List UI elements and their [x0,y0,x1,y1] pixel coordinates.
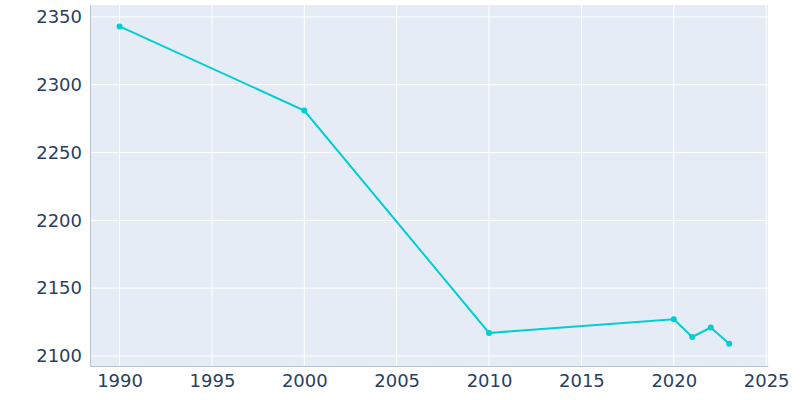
y-axis-line [90,6,91,367]
x-grid-line [766,5,767,366]
x-tick-label: 2005 [374,370,420,391]
y-tick-label: 2150 [36,277,82,298]
x-grid-line [396,5,397,366]
y-tick: 2250 [36,142,90,163]
y-grid-line [90,84,768,85]
marker [486,330,492,336]
x-tick-label: 1990 [97,370,143,391]
y-tick: 2100 [36,345,90,366]
y-tick: 2200 [36,210,90,231]
x-tick-label: 2020 [651,370,697,391]
x-tick: 2005 [374,366,420,391]
plot-background [90,5,768,366]
x-tick: 2020 [651,366,697,391]
marker [726,341,732,347]
x-tick: 2015 [559,366,605,391]
x-tick-label: 2010 [467,370,513,391]
y-grid-line [90,288,768,289]
y-tick-label: 2350 [36,6,82,27]
x-grid-line [581,5,582,366]
y-axis: 2100 2150 2200 2250 2300 2350 [36,6,90,367]
x-grid-line [119,5,120,366]
x-tick-label: 1995 [190,370,236,391]
x-tick: 2025 [744,366,790,391]
y-grid-line [90,220,768,221]
y-tick-label: 2250 [36,142,82,163]
y-tick: 2150 [36,277,90,298]
marker [301,108,307,114]
y-grid-line [90,16,768,17]
x-tick-label: 2025 [744,370,790,391]
y-tick-label: 2200 [36,210,82,231]
x-grid-line [211,5,212,366]
x-axis-line [91,366,769,367]
x-grid-line [673,5,674,366]
marker [708,324,714,330]
marker [689,334,695,340]
marker [671,316,677,322]
plot: 1990 1995 2000 2005 2010 2015 2020 2025 2100 2150… [36,5,789,391]
y-grid-line [90,355,768,356]
x-tick: 1995 [190,366,236,391]
x-tick-label: 2015 [559,370,605,391]
y-tick: 2300 [36,74,90,95]
y-tick-label: 2100 [36,345,82,366]
grid [90,5,768,366]
x-tick: 2000 [282,366,328,391]
x-tick-label: 2000 [282,370,328,391]
line [120,26,730,343]
y-tick-label: 2300 [36,74,82,95]
x-axis: 1990 1995 2000 2005 2010 2015 2020 2025 [91,366,790,391]
marker [117,23,123,29]
y-tick: 2350 [36,6,90,27]
x-grid-line [489,5,490,366]
x-tick: 2010 [467,366,513,391]
x-tick: 1990 [97,366,143,391]
x-grid-line [304,5,305,366]
chart: 1990 1995 2000 2005 2010 2015 2020 2025 2100 2150… [0,0,800,400]
series [117,23,733,346]
y-grid-line [90,152,768,153]
